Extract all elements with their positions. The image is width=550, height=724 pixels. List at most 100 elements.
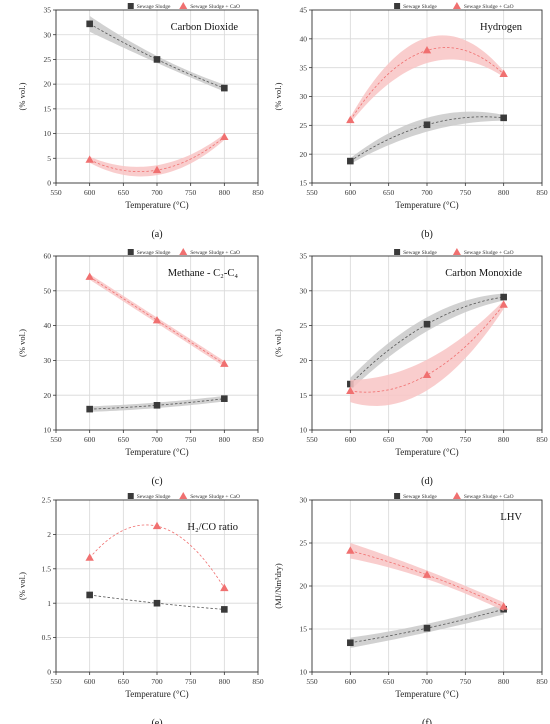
panel-label: (d) bbox=[421, 476, 433, 487]
chart-title: H₂/CO ratio bbox=[187, 522, 238, 533]
data-point-triangle bbox=[220, 132, 229, 141]
data-point-triangle bbox=[85, 155, 94, 163]
data-point-triangle bbox=[152, 521, 162, 530]
panel-label: (e) bbox=[151, 718, 162, 724]
x-tick-label: 750 bbox=[185, 188, 197, 197]
x-tick-label: 650 bbox=[383, 677, 395, 686]
data-point-triangle bbox=[85, 272, 94, 280]
x-tick-label: 650 bbox=[118, 188, 130, 197]
legend-marker-square bbox=[127, 249, 134, 255]
y-tick-label: 45 bbox=[300, 6, 308, 15]
data-point-square bbox=[500, 293, 507, 301]
panel-label: (a) bbox=[151, 229, 162, 240]
legend-marker-square bbox=[127, 3, 134, 9]
y-tick-label: 15 bbox=[300, 179, 308, 188]
data-point-triangle bbox=[499, 69, 508, 78]
x-tick-label: 850 bbox=[536, 435, 548, 444]
y-tick-label: 30 bbox=[300, 92, 308, 101]
legend-label: Sewage Sludge bbox=[403, 4, 437, 10]
panel-label: (b) bbox=[421, 229, 433, 240]
y-tick-label: 25 bbox=[44, 55, 52, 64]
x-tick-label: 750 bbox=[185, 435, 197, 444]
chart-title: Hydrogen bbox=[480, 22, 523, 33]
y-tick-label: 1.5 bbox=[42, 564, 52, 573]
data-point-square bbox=[86, 591, 93, 599]
y-tick-label: 0 bbox=[47, 668, 51, 677]
y-tick-label: 60 bbox=[44, 252, 52, 261]
data-point-triangle bbox=[220, 583, 229, 592]
legend-marker-triangle bbox=[179, 248, 188, 255]
data-point-square bbox=[423, 121, 431, 129]
x-tick-label: 700 bbox=[421, 677, 433, 686]
legend-marker-triangle bbox=[179, 492, 188, 499]
legend-label: Sewage Sludge bbox=[403, 250, 437, 256]
chart-panel-4: 550 600 650 700 750 800 850 10 15 20 25 30 35 Tempera… bbox=[273, 248, 548, 487]
x-tick-label: 750 bbox=[460, 435, 472, 444]
data-point-square bbox=[221, 84, 228, 92]
y-axis-label: (% vol.) bbox=[273, 329, 283, 357]
chart-title: Methane - C₂-C₄ bbox=[168, 268, 239, 279]
x-tick-label: 650 bbox=[383, 435, 395, 444]
y-tick-label: 35 bbox=[300, 252, 308, 261]
y-tick-label: 30 bbox=[300, 286, 308, 295]
legend-label: Sewage Sludge + CaO bbox=[464, 4, 514, 10]
y-tick-label: 20 bbox=[44, 80, 52, 89]
x-tick-label: 700 bbox=[151, 677, 163, 686]
x-tick-label: 550 bbox=[50, 677, 62, 686]
confidence-band bbox=[89, 15, 225, 92]
x-tick-label: 800 bbox=[498, 435, 510, 444]
x-tick-label: 600 bbox=[345, 188, 357, 197]
series-fit-line bbox=[350, 550, 504, 608]
y-tick-label: 20 bbox=[300, 582, 308, 591]
y-tick-label: 15 bbox=[300, 625, 308, 634]
legend-label: Sewage Sludge + CaO bbox=[464, 250, 514, 256]
x-tick-label: 750 bbox=[460, 188, 472, 197]
x-axis-label: Temperature (°C) bbox=[125, 200, 188, 210]
x-tick-label: 550 bbox=[50, 435, 62, 444]
panel-label: (f) bbox=[422, 718, 432, 724]
legend-marker-square bbox=[394, 493, 401, 499]
y-axis-label: (MJ/Nm³dry) bbox=[273, 563, 283, 609]
y-axis-label: (% vol.) bbox=[17, 82, 27, 110]
x-tick-label: 700 bbox=[151, 188, 163, 197]
x-tick-label: 700 bbox=[421, 435, 433, 444]
data-point-triangle bbox=[152, 315, 162, 324]
x-tick-label: 600 bbox=[345, 435, 357, 444]
x-tick-label: 850 bbox=[252, 435, 264, 444]
y-tick-label: 15 bbox=[300, 391, 308, 400]
y-tick-label: 10 bbox=[300, 668, 308, 677]
y-tick-label: 25 bbox=[300, 321, 308, 330]
y-tick-label: 25 bbox=[300, 539, 308, 548]
x-tick-label: 650 bbox=[383, 188, 395, 197]
y-axis-label: (% vol.) bbox=[273, 82, 283, 110]
data-point-triangle bbox=[499, 602, 508, 610]
y-tick-label: 30 bbox=[44, 356, 52, 365]
data-point-square bbox=[347, 157, 354, 165]
x-tick-label: 750 bbox=[185, 677, 197, 686]
data-point-triangle bbox=[422, 370, 432, 379]
chart-title: Carbon Dioxide bbox=[171, 22, 239, 33]
chart-panel-5: 550 600 650 700 750 800 850 0 0.5 1 1.5 2 2.5 Tempera… bbox=[17, 492, 264, 724]
y-tick-label: 40 bbox=[300, 34, 308, 43]
x-tick-label: 650 bbox=[118, 677, 130, 686]
series-fit-line bbox=[350, 296, 504, 385]
data-point-square bbox=[86, 20, 93, 28]
x-tick-label: 600 bbox=[84, 435, 96, 444]
x-tick-label: 600 bbox=[345, 677, 357, 686]
data-point-square bbox=[221, 395, 228, 402]
y-tick-label: 2.5 bbox=[42, 496, 52, 505]
y-tick-label: 20 bbox=[300, 150, 308, 159]
y-tick-label: 35 bbox=[300, 63, 308, 72]
y-tick-label: 35 bbox=[44, 6, 52, 15]
y-tick-label: 20 bbox=[44, 391, 52, 400]
legend-label: Sewage Sludge + CaO bbox=[190, 4, 240, 10]
data-point-triangle bbox=[220, 359, 229, 367]
y-tick-label: 25 bbox=[300, 121, 308, 130]
y-tick-label: 15 bbox=[44, 104, 52, 113]
legend-label: Sewage Sludge + CaO bbox=[190, 494, 240, 500]
confidence-band bbox=[350, 300, 504, 406]
x-tick-label: 800 bbox=[219, 188, 231, 197]
legend-label: Sewage Sludge bbox=[403, 494, 437, 500]
x-tick-label: 850 bbox=[252, 188, 264, 197]
